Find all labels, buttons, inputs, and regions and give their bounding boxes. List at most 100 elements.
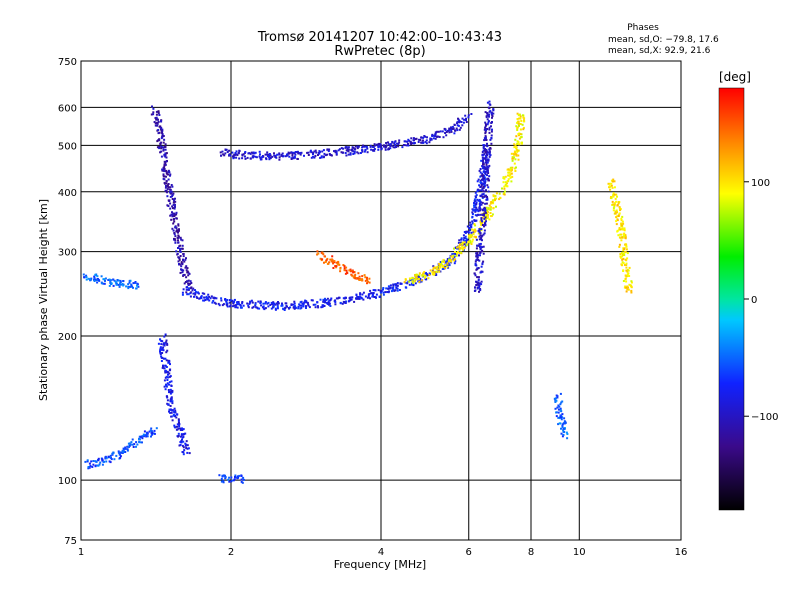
data-point bbox=[166, 342, 169, 345]
data-point bbox=[516, 149, 519, 152]
data-point bbox=[240, 478, 243, 481]
data-point bbox=[293, 307, 296, 310]
data-point bbox=[424, 135, 427, 138]
data-point bbox=[429, 269, 432, 272]
data-point bbox=[484, 127, 487, 130]
data-point bbox=[207, 293, 210, 296]
data-point bbox=[168, 372, 171, 375]
data-point bbox=[511, 156, 514, 159]
data-point bbox=[512, 156, 515, 159]
data-point bbox=[621, 215, 624, 218]
data-point bbox=[499, 196, 502, 199]
data-point bbox=[439, 270, 442, 273]
data-point bbox=[141, 437, 144, 440]
data-point bbox=[308, 306, 311, 309]
data-point bbox=[425, 142, 428, 145]
data-point bbox=[192, 292, 195, 295]
data-point bbox=[481, 216, 484, 219]
data-point bbox=[613, 205, 616, 208]
data-point bbox=[469, 241, 472, 244]
data-point bbox=[482, 214, 485, 217]
data-point bbox=[625, 248, 628, 251]
data-point bbox=[125, 285, 128, 288]
data-point bbox=[101, 463, 104, 466]
data-point bbox=[465, 119, 467, 122]
data-point bbox=[480, 223, 483, 226]
data-point bbox=[213, 297, 216, 300]
data-point bbox=[438, 270, 441, 273]
data-point bbox=[473, 198, 476, 201]
data-point bbox=[358, 275, 361, 278]
data-point bbox=[470, 113, 473, 115]
data-point bbox=[317, 154, 319, 156]
data-point bbox=[397, 143, 400, 145]
data-point bbox=[380, 291, 382, 294]
data-point bbox=[555, 399, 558, 402]
data-point bbox=[474, 224, 477, 227]
data-point bbox=[242, 153, 245, 156]
data-point bbox=[122, 451, 125, 454]
data-point bbox=[185, 447, 188, 449]
data-point bbox=[233, 298, 236, 301]
data-point bbox=[388, 290, 390, 293]
data-point bbox=[170, 385, 173, 387]
data-point bbox=[482, 252, 485, 255]
data-point bbox=[170, 415, 173, 418]
data-point bbox=[502, 181, 505, 184]
data-point bbox=[622, 252, 625, 255]
data-point bbox=[352, 150, 355, 153]
data-point bbox=[359, 152, 362, 154]
chart-title: Tromsø 20141207 10:42:00–10:43:43 bbox=[257, 30, 502, 45]
data-point bbox=[320, 155, 323, 158]
data-point bbox=[616, 211, 618, 214]
data-point bbox=[229, 154, 232, 157]
data-point bbox=[453, 255, 456, 258]
data-point bbox=[306, 301, 309, 304]
data-point bbox=[554, 397, 557, 400]
data-point bbox=[370, 148, 373, 151]
data-point bbox=[166, 188, 169, 191]
data-point bbox=[161, 348, 163, 351]
data-point bbox=[511, 157, 514, 160]
data-point bbox=[202, 299, 205, 302]
data-point bbox=[465, 244, 468, 247]
data-point bbox=[172, 192, 175, 195]
data-point bbox=[229, 304, 232, 307]
data-point bbox=[367, 295, 370, 298]
data-point bbox=[174, 197, 176, 200]
data-point bbox=[344, 272, 347, 275]
data-point bbox=[516, 121, 519, 124]
data-point bbox=[336, 261, 339, 264]
data-point bbox=[475, 194, 478, 197]
data-point bbox=[474, 274, 477, 277]
data-point bbox=[451, 125, 454, 128]
data-point bbox=[337, 149, 340, 152]
data-point bbox=[394, 284, 397, 287]
data-point bbox=[288, 152, 291, 155]
data-point bbox=[517, 141, 520, 144]
data-point bbox=[164, 357, 167, 360]
data-point bbox=[489, 212, 492, 214]
data-point bbox=[178, 444, 181, 447]
data-point bbox=[185, 286, 188, 289]
data-point bbox=[161, 347, 164, 350]
data-point bbox=[258, 150, 261, 153]
data-point bbox=[278, 153, 281, 156]
data-point bbox=[119, 279, 122, 282]
data-point bbox=[403, 281, 406, 284]
data-point bbox=[412, 284, 415, 287]
data-point bbox=[462, 238, 465, 241]
data-point bbox=[96, 275, 99, 278]
data-point bbox=[417, 280, 420, 283]
data-point bbox=[344, 152, 347, 154]
data-point bbox=[468, 236, 471, 239]
data-point bbox=[266, 302, 269, 305]
data-point bbox=[522, 128, 525, 131]
data-point bbox=[438, 136, 441, 138]
data-point bbox=[479, 254, 481, 257]
data-point bbox=[446, 129, 449, 132]
data-point bbox=[510, 180, 513, 183]
data-point bbox=[451, 128, 454, 130]
data-point bbox=[453, 132, 456, 135]
data-point bbox=[177, 260, 180, 263]
